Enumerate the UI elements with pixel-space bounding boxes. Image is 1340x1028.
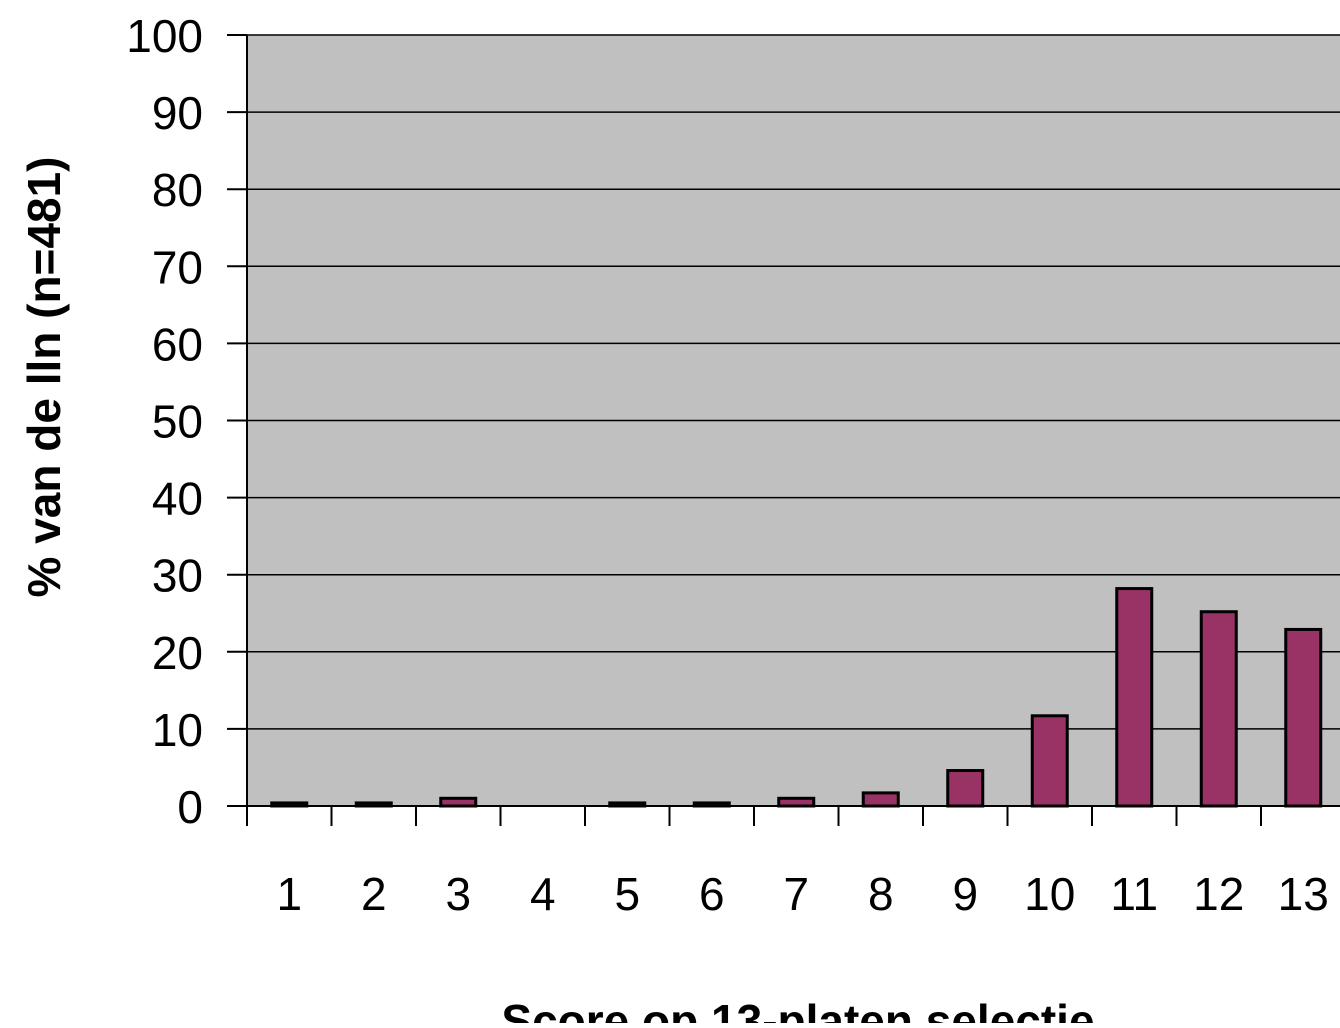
y-tick-label-0: 0 xyxy=(177,781,203,833)
y-tick-label-90: 90 xyxy=(152,87,203,139)
axes xyxy=(227,34,1340,826)
bar-9 xyxy=(946,769,985,808)
bar-11 xyxy=(1115,587,1154,808)
y-tick-label-60: 60 xyxy=(152,318,203,370)
x-tick-label-12: 12 xyxy=(1193,868,1244,920)
x-tick-label-7: 7 xyxy=(783,868,809,920)
x-tick-label-1: 1 xyxy=(276,868,302,920)
bar-7 xyxy=(777,796,816,808)
y-tick-label-50: 50 xyxy=(152,396,203,448)
gridlines xyxy=(247,34,1340,730)
y-tick-label-20: 20 xyxy=(152,627,203,679)
x-tick-label-3: 3 xyxy=(445,868,471,920)
y-tick-label-10: 10 xyxy=(152,704,203,756)
x-tick-label-4: 4 xyxy=(530,868,556,920)
x-tick-label-8: 8 xyxy=(868,868,894,920)
y-tick-label-70: 70 xyxy=(152,241,203,293)
x-tick-label-10: 10 xyxy=(1024,868,1075,920)
y-tick-labels: 0 10 20 30 40 50 60 70 80 90 100 xyxy=(126,10,203,833)
x-tick-label-5: 5 xyxy=(614,868,640,920)
x-tick-label-9: 9 xyxy=(952,868,978,920)
bar-10 xyxy=(1030,714,1069,808)
y-tick-label-100: 100 xyxy=(126,10,203,62)
y-tick-label-30: 30 xyxy=(152,550,203,602)
x-tick-label-2: 2 xyxy=(361,868,387,920)
y-tick-label-80: 80 xyxy=(152,164,203,216)
bar-12 xyxy=(1199,610,1238,808)
bar-13 xyxy=(1284,627,1323,808)
y-axis-title: % van de lln (n=481) xyxy=(18,157,70,598)
x-tick-label-13: 13 xyxy=(1278,868,1329,920)
x-tick-label-6: 6 xyxy=(699,868,725,920)
x-tick-labels: 1 2 3 4 5 6 7 8 9 10 11 12 13 xyxy=(276,868,1328,920)
x-tick-label-11: 11 xyxy=(1110,868,1158,920)
bar-8 xyxy=(861,791,900,808)
y-tick-label-40: 40 xyxy=(152,473,203,525)
bar-3 xyxy=(439,796,478,808)
x-axis-title: Score op 13-platen selectie xyxy=(501,995,1094,1023)
